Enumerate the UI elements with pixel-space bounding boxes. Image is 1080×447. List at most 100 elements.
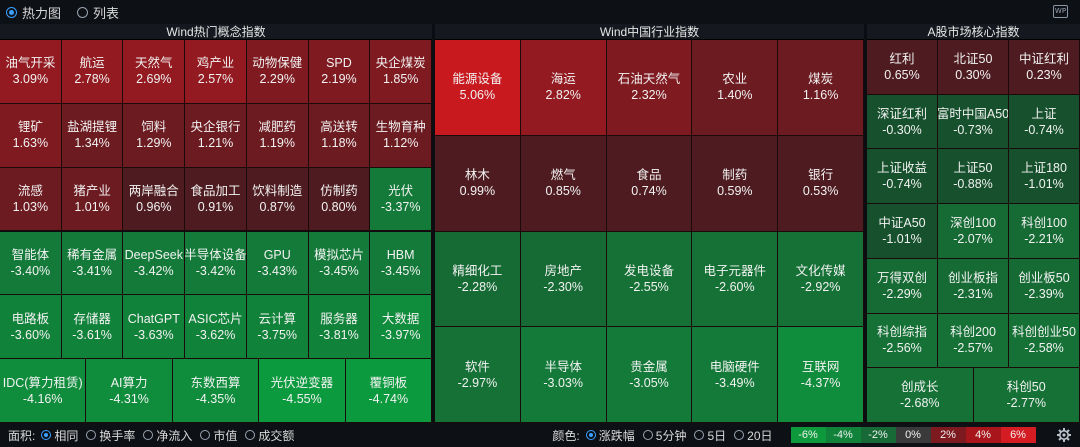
tile-change: 2.29% xyxy=(259,72,295,87)
heatmap-tile[interactable]: SPD 2.19% xyxy=(308,40,371,104)
heatmap-row: 中证A50 -1.01% 深创100 -2.07% 科创100 -2.21% xyxy=(867,204,1080,259)
window-icon[interactable]: WP xyxy=(1053,5,1068,18)
heatmap-tile[interactable]: 海运 2.82% xyxy=(520,40,607,136)
heatmap-tile[interactable]: 高送转 1.18% xyxy=(308,103,371,168)
heatmap-tile[interactable]: 云计算 -3.75% xyxy=(246,295,309,360)
heatmap-tile[interactable]: 光伏逆变器 -4.55% xyxy=(259,359,346,423)
tab-heatmap[interactable]: 热力图 xyxy=(6,3,61,22)
heatmap-tile[interactable]: 航运 2.78% xyxy=(61,40,124,104)
color-option[interactable]: 涨跌幅 xyxy=(585,427,635,444)
heatmap-tile[interactable]: 创业板指 -2.31% xyxy=(938,258,1009,314)
heatmap-tile[interactable]: 创业板50 -2.39% xyxy=(1009,258,1080,314)
heatmap-tile[interactable]: HBM -3.45% xyxy=(370,231,433,296)
heatmap-tile[interactable]: 万得双创 -2.29% xyxy=(867,258,938,314)
heatmap-tile[interactable]: 文化传媒 -2.92% xyxy=(778,231,864,328)
heatmap-tile[interactable]: 电子元器件 -2.60% xyxy=(692,231,779,328)
area-option[interactable]: 换手率 xyxy=(86,427,135,444)
heatmap-tile[interactable]: 动物保健 2.29% xyxy=(246,40,309,104)
tile-change: -4.16% xyxy=(22,391,63,406)
heatmap-tile[interactable]: 鸡产业 2.57% xyxy=(185,40,247,104)
heatmap-tile[interactable]: 科创综指 -2.56% xyxy=(867,313,938,369)
heatmap-tile[interactable]: 油气开采 3.09% xyxy=(0,40,62,104)
heatmap-tile[interactable]: IDC(算力租赁) -4.16% xyxy=(0,359,87,423)
heatmap-tile[interactable]: 科创100 -2.21% xyxy=(1009,204,1080,259)
heatmap-tile[interactable]: 猪产业 1.01% xyxy=(61,167,124,232)
heatmap-tile[interactable]: 盐湖提锂 1.34% xyxy=(61,103,124,168)
heatmap-tile[interactable]: 饮料制造 0.87% xyxy=(246,167,309,232)
heatmap-tile[interactable]: 电脑硬件 -3.49% xyxy=(692,327,779,423)
heatmap-tile[interactable]: 锂矿 1.63% xyxy=(0,103,62,168)
heatmap-tile[interactable]: 仿制药 0.80% xyxy=(308,167,371,232)
heatmap-tile[interactable]: 科创200 -2.57% xyxy=(938,313,1009,369)
heatmap-tile[interactable]: 减肥药 1.19% xyxy=(246,103,309,168)
heatmap-tile[interactable]: 上证50 -0.88% xyxy=(938,149,1009,205)
heatmap-tile[interactable]: 中证A50 -1.01% xyxy=(867,204,938,259)
heatmap-tile[interactable]: 上证 -0.74% xyxy=(1009,94,1080,150)
color-option[interactable]: 5分钟 xyxy=(642,427,686,444)
heatmap-tile[interactable]: 天然气 2.69% xyxy=(123,40,186,104)
heatmap-tile[interactable]: AI算力 -4.31% xyxy=(86,359,173,423)
heatmap-tile[interactable]: 饲料 1.29% xyxy=(123,103,186,168)
heatmap-tile[interactable]: 智能体 -3.40% xyxy=(0,231,62,296)
heatmap-tile[interactable]: 东数西算 -4.35% xyxy=(172,359,260,423)
heatmap-tile[interactable]: GPU -3.43% xyxy=(246,231,309,296)
heatmap-tile[interactable]: 石油天然气 2.32% xyxy=(606,40,693,136)
heatmap-tile[interactable]: 发电设备 -2.55% xyxy=(606,231,693,328)
heatmap-tile[interactable]: 央企煤炭 1.85% xyxy=(370,40,433,104)
heatmap-tile[interactable]: 流感 1.03% xyxy=(0,167,62,232)
tile-name: 光伏 xyxy=(388,184,414,199)
heatmap-tile[interactable]: 科创50 -2.77% xyxy=(973,368,1080,423)
gear-icon[interactable] xyxy=(1056,427,1072,443)
heatmap-tile[interactable]: 上证收益 -0.74% xyxy=(867,149,938,205)
heatmap-tile[interactable]: 服务器 -3.81% xyxy=(308,295,371,360)
heatmap-tile[interactable]: 富时中国A50 -0.73% xyxy=(938,94,1009,150)
color-label: 颜色: xyxy=(552,428,580,443)
tab-list[interactable]: 列表 xyxy=(77,3,119,22)
color-option[interactable]: 5日 xyxy=(694,427,726,444)
heatmap-tile[interactable]: 创成长 -2.68% xyxy=(867,368,974,423)
heatmap-tile[interactable]: 光伏 -3.37% xyxy=(370,167,433,232)
heatmap-row: IDC(算力租赁) -4.16% AI算力 -4.31% 东数西算 -4.35% 光伏逆变器… xyxy=(0,359,433,423)
heatmap-tile[interactable]: 林木 0.99% xyxy=(435,135,521,232)
heatmap-tile[interactable]: 大数据 -3.97% xyxy=(370,295,433,360)
heatmap-tile[interactable]: 半导体设备 -3.42% xyxy=(185,231,247,296)
heatmap-tile[interactable]: 互联网 -4.37% xyxy=(778,327,864,423)
heatmap-tile[interactable]: 食品 0.74% xyxy=(606,135,693,232)
heatmap-tile[interactable]: DeepSeek -3.42% xyxy=(123,231,186,296)
tile-change: -3.81% xyxy=(319,327,359,342)
heatmap-tile[interactable]: 银行 0.53% xyxy=(778,135,864,232)
heatmap-tile[interactable]: 生物育种 1.12% xyxy=(370,103,433,168)
heatmap-tile[interactable]: 科创创业50 -2.58% xyxy=(1009,313,1080,369)
heatmap-tile[interactable]: 食品加工 0.91% xyxy=(185,167,247,232)
heatmap-tile[interactable]: ChatGPT -3.63% xyxy=(123,295,186,360)
area-option[interactable]: 市值 xyxy=(200,427,237,444)
heatmap-tile[interactable]: 覆铜板 -4.74% xyxy=(345,359,433,423)
heatmap-tile[interactable]: 制药 0.59% xyxy=(692,135,779,232)
color-option[interactable]: 20日 xyxy=(734,427,773,444)
heatmap-tile[interactable]: 软件 -2.97% xyxy=(435,327,521,423)
heatmap-tile[interactable]: 深创100 -2.07% xyxy=(938,204,1009,259)
heatmap-tile[interactable]: 贵金属 -3.05% xyxy=(606,327,693,423)
area-option[interactable]: 净流入 xyxy=(143,427,192,444)
heatmap-tile[interactable]: 深证红利 -0.30% xyxy=(867,94,938,150)
heatmap-tile[interactable]: 两岸融合 0.96% xyxy=(123,167,186,232)
heatmap-tile[interactable]: 红利 0.65% xyxy=(867,40,938,95)
heatmap-tile[interactable]: 电路板 -3.60% xyxy=(0,295,62,360)
heatmap-tile[interactable]: 能源设备 5.06% xyxy=(435,40,521,136)
area-option[interactable]: 成交额 xyxy=(245,427,294,444)
heatmap-tile[interactable]: 精细化工 -2.28% xyxy=(435,231,521,328)
heatmap-tile[interactable]: 半导体 -3.03% xyxy=(520,327,607,423)
heatmap-tile[interactable]: 煤炭 1.16% xyxy=(778,40,864,136)
heatmap-tile[interactable]: 央企银行 1.21% xyxy=(185,103,247,168)
heatmap-tile[interactable]: 上证180 -1.01% xyxy=(1009,149,1080,205)
heatmap-tile[interactable]: 存储器 -3.61% xyxy=(61,295,124,360)
heatmap-tile[interactable]: 北证50 0.30% xyxy=(938,40,1009,95)
area-option[interactable]: 相同 xyxy=(41,427,78,444)
heatmap-tile[interactable]: 模拟芯片 -3.45% xyxy=(308,231,371,296)
heatmap-tile[interactable]: 农业 1.40% xyxy=(692,40,779,136)
heatmap-tile[interactable]: 稀有金属 -3.41% xyxy=(61,231,124,296)
heatmap-tile[interactable]: ASIC芯片 -3.62% xyxy=(185,295,247,360)
heatmap-tile[interactable]: 燃气 0.85% xyxy=(520,135,607,232)
heatmap-tile[interactable]: 房地产 -2.30% xyxy=(520,231,607,328)
heatmap-tile[interactable]: 中证红利 0.23% xyxy=(1009,40,1080,95)
